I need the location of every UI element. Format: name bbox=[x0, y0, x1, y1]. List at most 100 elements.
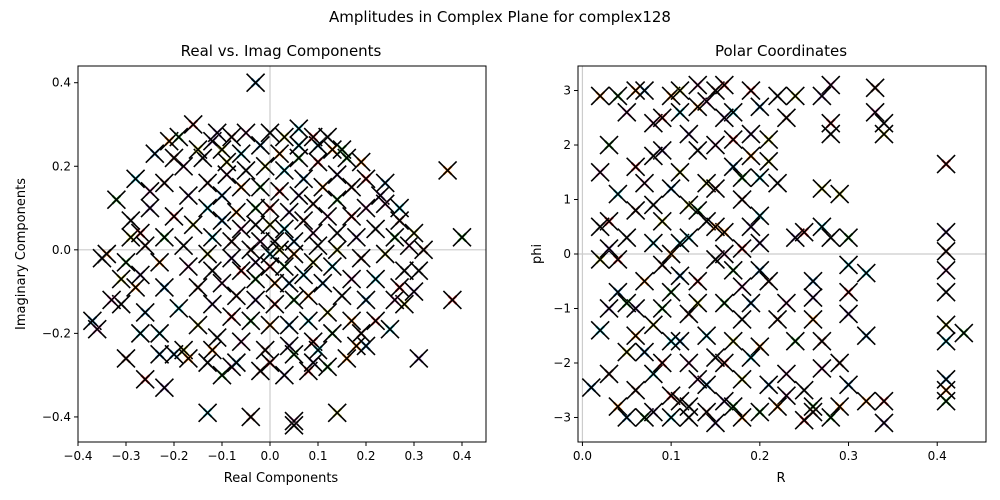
data-point bbox=[617, 228, 637, 248]
data-point-marker bbox=[856, 391, 876, 411]
data-point bbox=[351, 248, 371, 268]
data-point bbox=[260, 244, 280, 264]
data-point-marker bbox=[260, 315, 280, 335]
data-point bbox=[590, 162, 610, 182]
data-point-marker bbox=[661, 331, 681, 351]
data-point bbox=[590, 86, 610, 106]
data-point-marker bbox=[705, 347, 726, 368]
data-point-marker bbox=[679, 397, 699, 417]
data-point bbox=[298, 311, 318, 331]
data-point bbox=[617, 407, 637, 428]
data-point-marker bbox=[590, 249, 610, 270]
data-point-marker bbox=[375, 244, 395, 264]
data-point-marker bbox=[936, 391, 956, 411]
data-point bbox=[865, 102, 885, 122]
data-point bbox=[116, 348, 136, 369]
data-point bbox=[617, 293, 637, 313]
data-point-marker bbox=[135, 236, 155, 256]
data-point bbox=[626, 157, 646, 177]
data-point bbox=[274, 256, 294, 277]
data-point-marker bbox=[608, 86, 628, 106]
data-point bbox=[313, 177, 333, 197]
data-point bbox=[135, 369, 155, 389]
data-point-marker bbox=[126, 277, 146, 297]
data-point-marker bbox=[298, 311, 318, 331]
data-point bbox=[198, 403, 218, 423]
data-point-marker bbox=[670, 80, 690, 101]
data-point-marker bbox=[856, 326, 876, 346]
data-point-marker bbox=[351, 248, 371, 268]
data-point bbox=[750, 402, 770, 422]
data-point-marker bbox=[714, 75, 734, 95]
data-point-marker bbox=[150, 344, 170, 364]
data-point-marker bbox=[794, 380, 814, 400]
data-point-marker bbox=[936, 260, 956, 280]
data-point-marker bbox=[356, 169, 376, 189]
data-point bbox=[643, 364, 663, 384]
data-point bbox=[308, 340, 328, 360]
data-point-marker bbox=[135, 302, 155, 323]
data-point bbox=[652, 211, 672, 231]
data-point bbox=[679, 228, 699, 248]
data-point bbox=[830, 184, 850, 204]
data-point bbox=[723, 129, 743, 150]
data-point bbox=[246, 269, 266, 289]
data-point-marker bbox=[231, 177, 251, 197]
data-point-marker bbox=[617, 407, 637, 428]
data-point-marker bbox=[697, 211, 717, 231]
data-point bbox=[750, 233, 770, 253]
data-point bbox=[652, 353, 672, 373]
data-point bbox=[322, 323, 342, 343]
data-point bbox=[599, 238, 619, 259]
data-point-marker bbox=[634, 271, 655, 291]
data-point-marker bbox=[404, 282, 424, 302]
data-point-marker bbox=[265, 294, 285, 314]
data-point bbox=[679, 353, 699, 373]
data-point-marker bbox=[399, 236, 419, 256]
data-point-marker bbox=[289, 135, 309, 155]
data-point bbox=[705, 217, 726, 237]
data-point-marker bbox=[135, 369, 155, 389]
data-point-marker bbox=[732, 238, 752, 259]
data-point bbox=[679, 397, 699, 417]
data-point bbox=[732, 238, 752, 259]
x-axis-label-polar: R bbox=[776, 471, 785, 486]
data-point-marker bbox=[318, 206, 338, 226]
data-point bbox=[838, 304, 859, 324]
data-point-marker bbox=[380, 319, 400, 339]
data-point bbox=[318, 302, 338, 323]
data-point bbox=[390, 198, 410, 218]
data-point bbox=[670, 80, 690, 101]
data-point-marker bbox=[812, 358, 832, 379]
data-point bbox=[332, 286, 352, 306]
data-point-marker bbox=[812, 179, 832, 199]
data-point bbox=[135, 302, 155, 323]
data-point bbox=[723, 397, 743, 417]
data-point-marker bbox=[303, 252, 323, 272]
data-point-marker bbox=[222, 307, 242, 327]
data-point-marker bbox=[284, 244, 304, 264]
data-point-marker bbox=[222, 248, 242, 268]
data-point-marker bbox=[652, 353, 672, 373]
data-point bbox=[274, 160, 294, 181]
data-point-marker bbox=[590, 162, 610, 182]
data-point-marker bbox=[652, 255, 672, 275]
data-point bbox=[164, 148, 184, 168]
data-point-marker bbox=[759, 151, 779, 171]
data-point bbox=[785, 228, 805, 248]
data-point-marker bbox=[303, 223, 323, 243]
data-point bbox=[785, 86, 805, 106]
data-point-marker bbox=[246, 252, 266, 272]
data-point bbox=[634, 173, 655, 193]
data-point bbox=[294, 211, 314, 231]
data-point-marker bbox=[303, 353, 323, 373]
data-point-marker bbox=[284, 344, 304, 364]
data-point bbox=[303, 194, 323, 214]
data-point-marker bbox=[217, 152, 237, 172]
data-point bbox=[222, 127, 242, 147]
data-point-marker bbox=[385, 290, 405, 310]
data-point-marker bbox=[126, 169, 146, 189]
scatter-points-real-imag bbox=[82, 73, 472, 435]
data-point bbox=[705, 179, 726, 199]
data-point bbox=[260, 215, 280, 235]
